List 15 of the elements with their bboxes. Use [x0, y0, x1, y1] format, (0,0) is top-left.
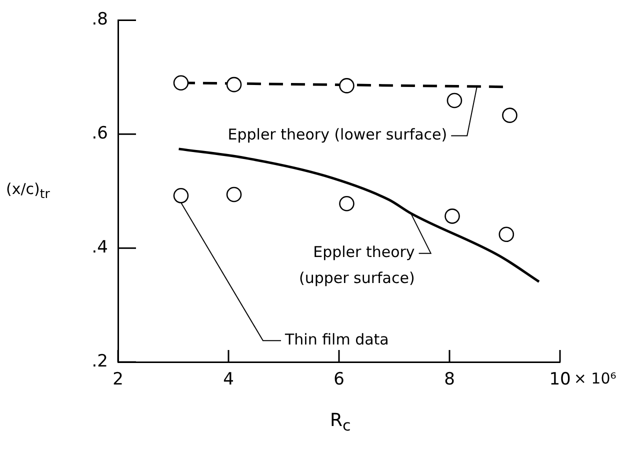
y-tick-label: .2: [92, 351, 108, 372]
x-tick-label: 10: [549, 370, 571, 390]
text: × 10⁶: [574, 369, 616, 388]
y-tick-label: .6: [92, 124, 108, 144]
x-tick-label: 6: [334, 370, 344, 390]
annotation: Eppler theory (upper surface): [298, 243, 415, 288]
y-tick-label: .4: [92, 237, 108, 258]
y-tick-label: .8: [92, 10, 108, 30]
x-axis-title: R$_{c}$: [330, 410, 351, 435]
annotation: Eppler theory (lower surface): [228, 126, 448, 144]
x-tick-label: 4: [223, 370, 234, 390]
y-axis-title: (x/c)$_{tr}$: [6, 180, 50, 201]
x-tick-label: 2: [112, 370, 124, 390]
annotation: Thin film data: [284, 330, 389, 349]
x-tick-label: 8: [444, 370, 455, 390]
